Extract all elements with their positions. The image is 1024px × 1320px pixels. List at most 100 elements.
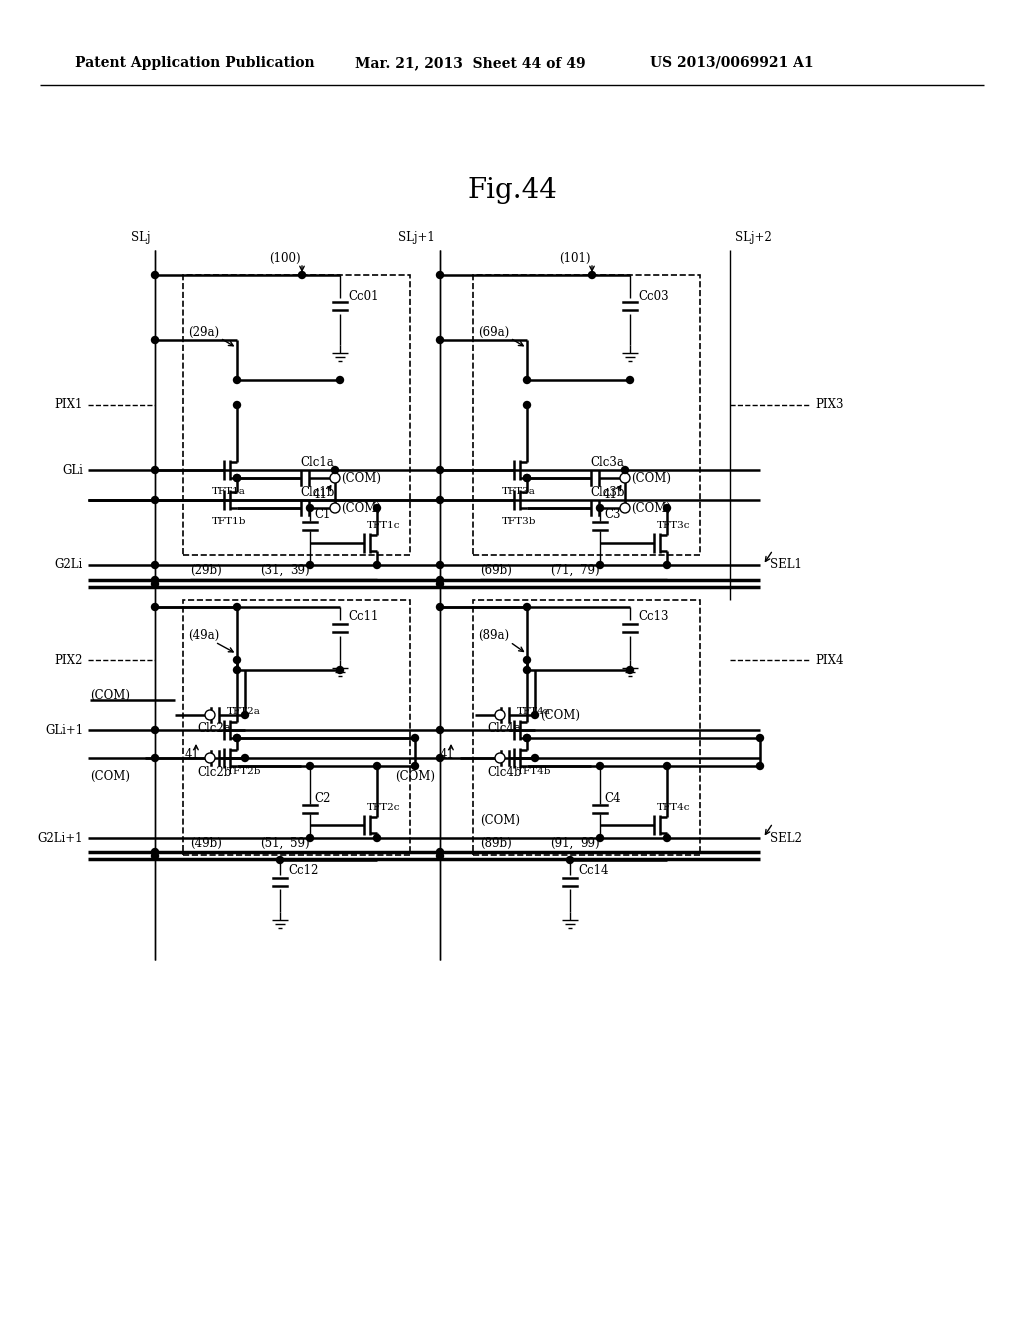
Text: TFT3a: TFT3a <box>502 487 536 496</box>
Text: TFT2b: TFT2b <box>227 767 261 776</box>
Text: TFT2c: TFT2c <box>367 803 400 812</box>
Circle shape <box>152 849 159 855</box>
Text: TFT1b: TFT1b <box>212 517 247 527</box>
Text: Patent Application Publication: Patent Application Publication <box>75 55 314 70</box>
Text: (100): (100) <box>269 252 301 264</box>
Circle shape <box>306 561 313 569</box>
Text: Clc1b: Clc1b <box>300 487 335 499</box>
Circle shape <box>620 473 630 483</box>
Text: GLi: GLi <box>62 463 83 477</box>
Circle shape <box>233 376 241 384</box>
Text: (49a): (49a) <box>188 628 219 642</box>
Circle shape <box>152 272 159 279</box>
Text: (29b): (29b) <box>190 564 222 577</box>
Text: Clc3a: Clc3a <box>590 457 624 470</box>
Text: TFT4c: TFT4c <box>657 803 690 812</box>
Text: 39): 39) <box>290 564 309 577</box>
Circle shape <box>299 272 305 279</box>
Text: C4: C4 <box>604 792 621 804</box>
Circle shape <box>757 734 764 742</box>
Circle shape <box>627 376 634 384</box>
Text: (COM): (COM) <box>631 502 671 515</box>
Circle shape <box>152 726 159 734</box>
Circle shape <box>306 763 313 770</box>
Text: Cc01: Cc01 <box>348 289 379 302</box>
Circle shape <box>152 755 159 762</box>
Bar <box>183 275 410 554</box>
Circle shape <box>233 734 241 742</box>
Text: (101): (101) <box>559 252 591 264</box>
Circle shape <box>620 503 630 513</box>
Circle shape <box>622 466 629 474</box>
Circle shape <box>495 752 505 763</box>
Text: GLi+1: GLi+1 <box>45 723 83 737</box>
Circle shape <box>242 755 249 762</box>
Circle shape <box>330 473 340 483</box>
Text: Clc2b: Clc2b <box>197 766 231 779</box>
Circle shape <box>242 711 249 718</box>
Text: Clc4a: Clc4a <box>487 722 521 735</box>
Circle shape <box>523 734 530 742</box>
Text: Fig.44: Fig.44 <box>467 177 557 203</box>
Text: SLj+2: SLj+2 <box>735 231 772 244</box>
Circle shape <box>374 763 381 770</box>
Text: TFT1c: TFT1c <box>367 520 400 529</box>
Circle shape <box>523 401 530 408</box>
Circle shape <box>306 504 313 511</box>
Text: Clc4b: Clc4b <box>487 766 521 779</box>
Circle shape <box>233 667 241 673</box>
Circle shape <box>436 603 443 610</box>
Text: PIX3: PIX3 <box>815 399 844 412</box>
Text: (71,: (71, <box>550 564 573 577</box>
Bar <box>183 601 410 855</box>
Text: Cc11: Cc11 <box>348 610 379 623</box>
Text: TFT4a: TFT4a <box>517 708 551 717</box>
Circle shape <box>436 496 443 503</box>
Circle shape <box>337 376 343 384</box>
Text: 41: 41 <box>439 747 455 760</box>
Circle shape <box>495 710 505 719</box>
Text: PIX2: PIX2 <box>54 653 83 667</box>
Text: (COM): (COM) <box>90 770 130 783</box>
Circle shape <box>152 496 159 503</box>
Circle shape <box>589 272 596 279</box>
Bar <box>473 275 700 554</box>
Text: TFT1a: TFT1a <box>212 487 246 496</box>
Circle shape <box>597 561 603 569</box>
Text: PIX4: PIX4 <box>815 653 844 667</box>
Circle shape <box>436 755 443 762</box>
Circle shape <box>523 474 530 482</box>
Text: Mar. 21, 2013  Sheet 44 of 49: Mar. 21, 2013 Sheet 44 of 49 <box>355 55 586 70</box>
Circle shape <box>523 656 530 664</box>
Text: 41: 41 <box>312 488 328 502</box>
Circle shape <box>664 504 671 511</box>
Bar <box>473 601 700 855</box>
Circle shape <box>233 603 241 610</box>
Circle shape <box>523 734 530 742</box>
Circle shape <box>436 581 443 587</box>
Circle shape <box>152 337 159 343</box>
Circle shape <box>152 577 159 583</box>
Text: 79): 79) <box>580 564 600 577</box>
Circle shape <box>412 734 419 742</box>
Text: US 2013/0069921 A1: US 2013/0069921 A1 <box>650 55 814 70</box>
Circle shape <box>233 474 241 482</box>
Circle shape <box>152 581 159 587</box>
Text: (89a): (89a) <box>478 628 509 642</box>
Text: SLj+1: SLj+1 <box>398 231 435 244</box>
Circle shape <box>233 734 241 742</box>
Text: (51,: (51, <box>260 837 284 850</box>
Text: (91,: (91, <box>550 837 573 850</box>
Circle shape <box>523 376 530 384</box>
Circle shape <box>205 752 215 763</box>
Text: Clc1a: Clc1a <box>300 457 334 470</box>
Text: (COM): (COM) <box>341 471 381 484</box>
Circle shape <box>664 834 671 842</box>
Text: G2Li: G2Li <box>54 558 83 572</box>
Circle shape <box>374 834 381 842</box>
Circle shape <box>436 272 443 279</box>
Circle shape <box>523 667 530 673</box>
Circle shape <box>337 667 343 673</box>
Text: (69a): (69a) <box>478 326 509 338</box>
Text: 41: 41 <box>602 488 617 502</box>
